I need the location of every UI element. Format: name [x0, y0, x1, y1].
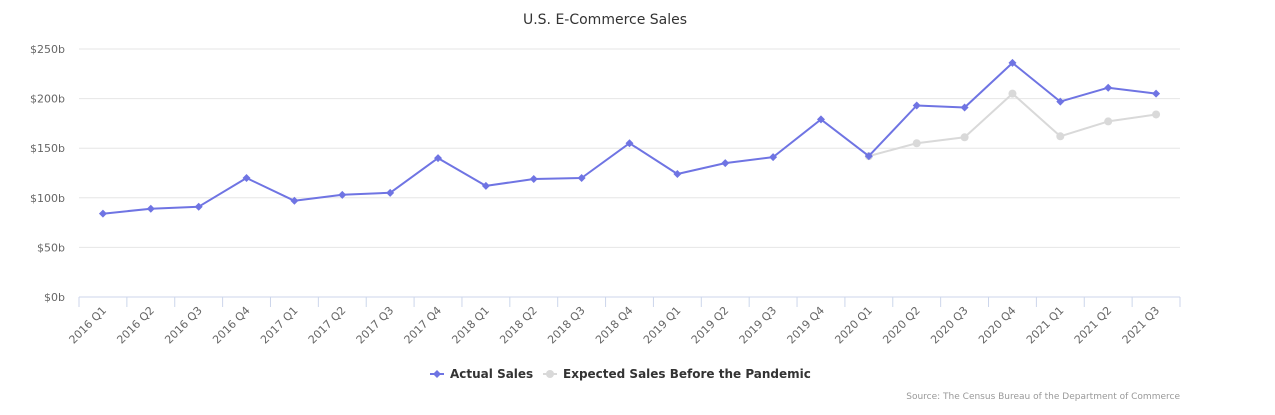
x-tick-label: 2020 Q2 [880, 304, 923, 347]
legend-marker [433, 370, 441, 378]
x-tick-label: 2016 Q4 [210, 304, 253, 347]
x-tick-label: 2017 Q4 [402, 304, 445, 347]
y-tick-label: $100b [30, 192, 65, 205]
data-point[interactable] [386, 188, 395, 197]
x-tick-label: 2021 Q1 [1024, 304, 1067, 347]
data-point[interactable] [242, 173, 251, 182]
legend-label: Expected Sales Before the Pandemic [563, 367, 811, 381]
series-layer [98, 58, 1161, 218]
x-axis: 2016 Q1 2016 Q2 2016 Q3 2016 Q4 2017 Q1 2017 … [67, 296, 1181, 347]
grid-layer [79, 48, 1180, 248]
data-point[interactable] [146, 204, 155, 213]
legend[interactable]: Actual Sales Expected Sales Before the Pa… [430, 367, 811, 381]
data-point[interactable] [816, 115, 825, 124]
x-tick-label: 2020 Q4 [976, 304, 1019, 347]
series-group [864, 89, 1161, 161]
x-tick-label: 2018 Q2 [497, 304, 540, 347]
data-point[interactable] [529, 174, 538, 183]
data-point[interactable] [1104, 117, 1113, 126]
y-tick-label: $150b [30, 142, 65, 155]
data-point[interactable] [577, 173, 586, 182]
legend-marker [546, 370, 554, 378]
x-tick-label: 2019 Q4 [785, 304, 828, 347]
x-tick-label: 2019 Q3 [737, 304, 780, 347]
x-tick-label: 2021 Q2 [1072, 304, 1115, 347]
y-tick-label: $0b [44, 291, 65, 304]
data-point[interactable] [1152, 89, 1161, 98]
y-tick-label: $200b [30, 93, 65, 106]
legend-item[interactable]: Expected Sales Before the Pandemic [543, 367, 811, 381]
y-tick-label: $50b [37, 241, 65, 254]
x-tick-label: 2020 Q3 [928, 304, 971, 347]
series-group [98, 58, 1161, 218]
x-tick-label: 2018 Q4 [593, 304, 636, 347]
data-point[interactable] [98, 209, 107, 218]
data-point[interactable] [194, 202, 203, 211]
data-point[interactable] [481, 181, 490, 190]
x-tick-label: 2016 Q2 [114, 304, 157, 347]
data-point[interactable] [673, 169, 682, 178]
x-tick-label: 2016 Q1 [67, 304, 110, 347]
data-point[interactable] [912, 139, 921, 148]
x-tick-label: 2017 Q2 [306, 304, 349, 347]
data-point[interactable] [290, 196, 299, 205]
data-point[interactable] [434, 154, 443, 163]
x-tick-label: 2018 Q3 [545, 304, 588, 347]
data-point[interactable] [1056, 97, 1065, 106]
legend-label: Actual Sales [450, 367, 533, 381]
data-point[interactable] [1008, 89, 1017, 98]
legend-item[interactable]: Actual Sales [430, 367, 533, 381]
data-point[interactable] [912, 101, 921, 110]
source-note: Source: The Census Bureau of the Departm… [906, 392, 1180, 402]
x-tick-label: 2019 Q1 [641, 304, 684, 347]
series-line [868, 92, 1157, 158]
y-tick-label: $250b [30, 43, 65, 56]
x-tick-label: 2019 Q2 [689, 304, 732, 347]
x-tick-label: 2020 Q1 [832, 304, 875, 347]
data-point[interactable] [1104, 83, 1113, 92]
y-axis: $0b $50b $100b $150b $200b $250b [30, 43, 65, 304]
data-point[interactable] [960, 103, 969, 112]
series-line [102, 61, 1157, 215]
data-point[interactable] [1056, 132, 1065, 141]
data-point[interactable] [1152, 110, 1161, 119]
x-tick-label: 2017 Q3 [354, 304, 397, 347]
data-point[interactable] [1008, 58, 1017, 67]
data-point[interactable] [864, 152, 873, 161]
x-tick-label: 2018 Q1 [449, 304, 492, 347]
data-point[interactable] [721, 159, 730, 168]
data-point[interactable] [769, 153, 778, 162]
x-tick-label: 2021 Q3 [1120, 304, 1163, 347]
chart-title: U.S. E-Commerce Sales [523, 12, 687, 28]
x-tick-label: 2017 Q1 [258, 304, 301, 347]
data-point[interactable] [338, 190, 347, 199]
x-tick-label: 2016 Q3 [162, 304, 205, 347]
data-point[interactable] [625, 139, 634, 148]
data-point[interactable] [960, 133, 969, 142]
